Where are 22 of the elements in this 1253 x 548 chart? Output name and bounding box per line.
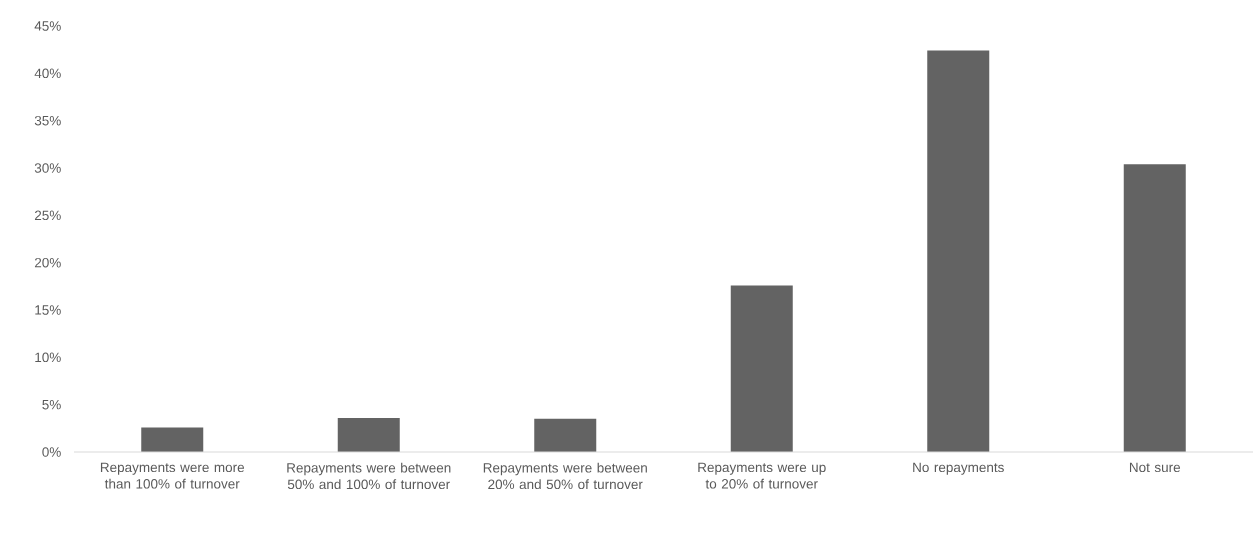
x-tick-label: Not sure xyxy=(1129,462,1181,473)
x-tick-label: Repayments were between 50% and 100% of turnover xyxy=(287,462,451,490)
y-tick-label: 45% xyxy=(34,21,61,31)
y-tick-label: 15% xyxy=(35,305,61,315)
y-tick-label: 0% xyxy=(42,447,61,457)
x-tick-label: Repayments were between 20% and 50% of turnover xyxy=(483,462,647,490)
y-tick-label: 40% xyxy=(34,68,61,79)
bar xyxy=(141,427,204,452)
bar xyxy=(534,418,597,452)
bar xyxy=(730,285,793,452)
y-tick-label: 5% xyxy=(42,399,61,410)
bar xyxy=(927,50,990,452)
x-tick-label: Repayments were up to 20% of turnover xyxy=(698,462,826,489)
y-tick-label: 25% xyxy=(34,210,61,221)
bar xyxy=(1123,164,1186,452)
y-tick-label: 20% xyxy=(34,257,61,268)
y-tick-label: 35% xyxy=(34,115,61,126)
y-tick-label: 30% xyxy=(34,163,61,173)
x-tick-label: Repayments were more than 100% of turnover xyxy=(100,462,245,489)
y-tick-label: 10% xyxy=(35,352,61,363)
bar xyxy=(337,417,400,452)
x-tick-label: No repayments xyxy=(913,462,1004,475)
